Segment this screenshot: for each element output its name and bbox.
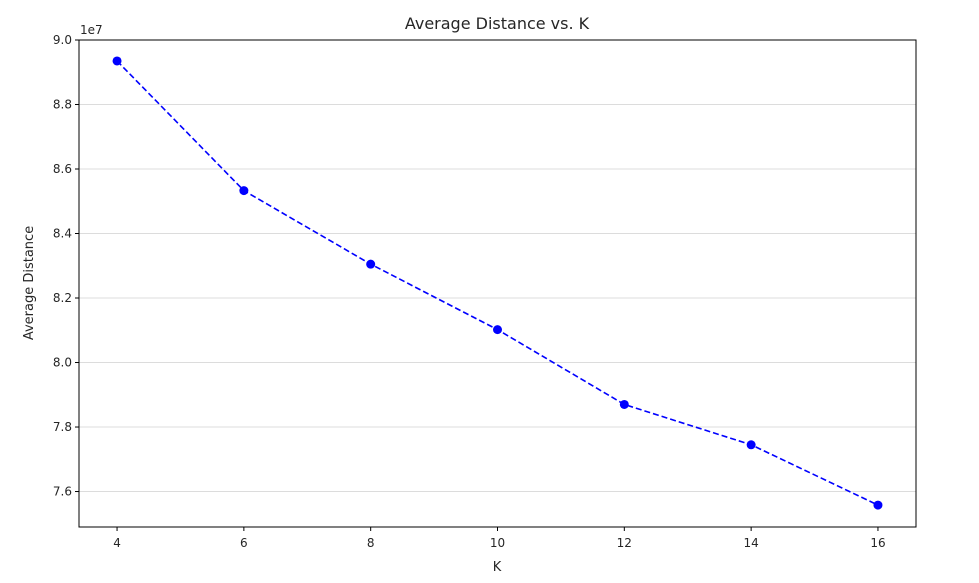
data-point <box>239 186 249 196</box>
y-offset-label: 1e7 <box>80 23 103 37</box>
data-point <box>619 399 629 409</box>
y-tick-label: 8.2 <box>53 291 72 305</box>
y-tick-label: 7.8 <box>53 420 72 434</box>
y-tick-label: 7.6 <box>53 485 72 499</box>
x-tick-label: 6 <box>240 536 248 550</box>
data-point <box>493 325 502 335</box>
data-point <box>873 500 883 510</box>
x-tick-label: 8 <box>367 536 375 550</box>
x-tick-label: 16 <box>870 536 885 550</box>
y-axis-label: Average Distance <box>22 226 37 340</box>
x-tick-label: 12 <box>617 536 632 550</box>
data-point <box>366 259 376 269</box>
plot-area <box>112 56 883 510</box>
y-tick-label: 8.6 <box>53 162 72 176</box>
series-line <box>116 60 879 506</box>
grid-lines <box>79 104 916 493</box>
x-axis: 4 6 8 10 12 14 16 <box>113 527 886 550</box>
y-tick-label: 8.0 <box>53 356 72 370</box>
y-tick-label: 8.4 <box>53 227 72 241</box>
data-point <box>112 56 122 66</box>
x-tick-label: 10 <box>490 536 505 550</box>
x-axis-label: K <box>493 560 502 575</box>
plot-frame <box>78 39 917 528</box>
x-tick-label: 14 <box>743 536 758 550</box>
x-tick-label: 4 <box>113 536 121 550</box>
y-tick-label: 9.0 <box>53 33 72 47</box>
y-axis: 7.6 7.8 8.0 8.2 8.4 8.6 8.8 9.0 <box>53 33 79 499</box>
y-tick-label: 8.8 <box>53 98 72 112</box>
chart-title: Average Distance vs. K <box>405 14 590 33</box>
data-point <box>746 440 756 450</box>
